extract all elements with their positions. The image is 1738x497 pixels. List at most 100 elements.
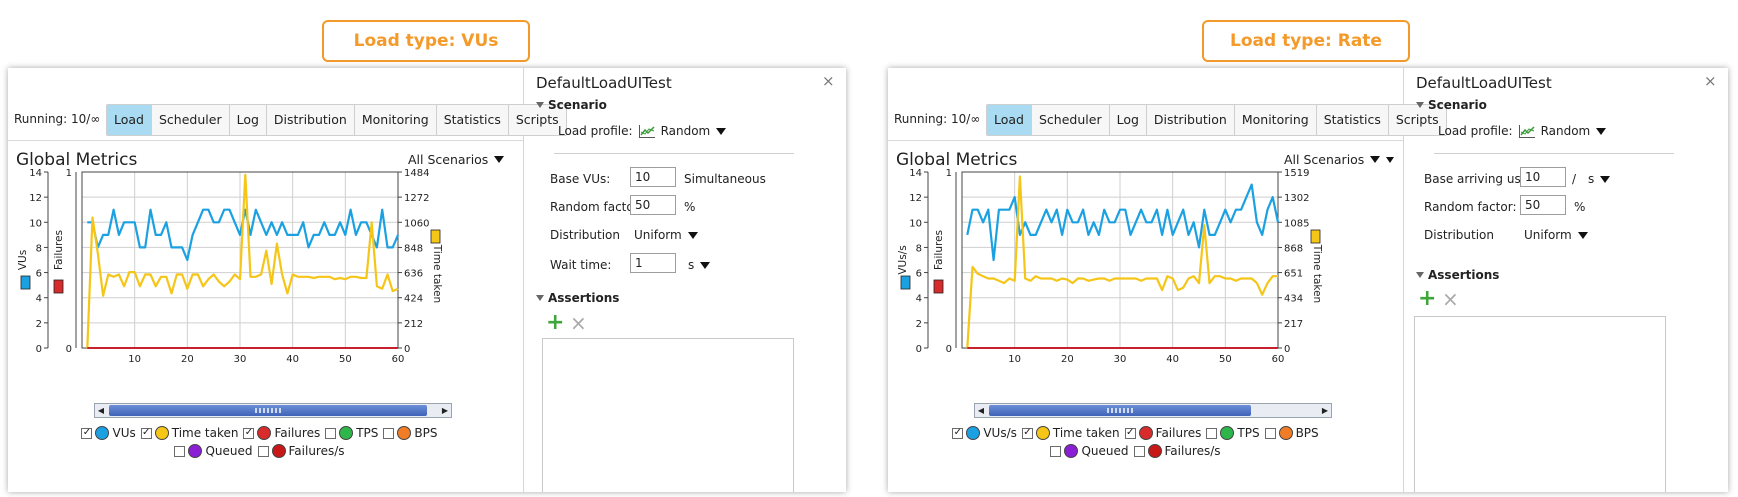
legend-color-dot-icon: [1064, 444, 1079, 458]
all-scenarios-dropdown[interactable]: All Scenarios: [1284, 152, 1395, 167]
divider: [1434, 153, 1674, 154]
distribution-value: Uniform: [1524, 228, 1572, 242]
chevron-down-icon[interactable]: [1596, 127, 1607, 135]
legend-checkbox[interactable]: [1133, 445, 1145, 457]
base-arriving-users-input[interactable]: [1520, 167, 1566, 187]
tab-distribution[interactable]: Distribution: [1146, 105, 1235, 135]
assertions-list[interactable]: [542, 338, 794, 492]
legend-item-failures[interactable]: ✓ Failures: [243, 424, 320, 442]
remove-assertion-icon[interactable]: ×: [570, 311, 587, 335]
legend-checkbox[interactable]: [1206, 427, 1218, 439]
wait-time-unit-dropdown[interactable]: s: [688, 258, 711, 272]
legend-checkbox[interactable]: ✓: [952, 427, 964, 439]
distribution-dropdown[interactable]: Uniform: [634, 228, 698, 242]
rate-unit-dropdown[interactable]: s: [1588, 172, 1611, 186]
legend-label: Failures: [1155, 426, 1202, 440]
random-profile-icon: [1518, 124, 1535, 138]
random-factor-input[interactable]: [1520, 195, 1566, 215]
distribution-dropdown[interactable]: Uniform: [1524, 228, 1588, 242]
remove-assertion-icon[interactable]: ×: [1442, 287, 1459, 311]
random-factor-input[interactable]: [630, 195, 676, 215]
series-line-time-taken: [966, 175, 1278, 349]
scenario-section-header[interactable]: Scenario: [536, 98, 607, 112]
overflow-menu-icon[interactable]: [1386, 156, 1395, 163]
add-assertion-icon[interactable]: +: [546, 310, 565, 335]
load-view: Running: 10/∞ Load Scheduler Log Distrib…: [8, 68, 567, 492]
chevron-down-icon: [1370, 156, 1381, 163]
tab-scheduler[interactable]: Scheduler: [1032, 105, 1110, 135]
legend-item-failures[interactable]: ✓ Failures: [1124, 424, 1202, 442]
scroll-thumb[interactable]: [109, 405, 427, 416]
legend-label: Queued: [1081, 444, 1129, 458]
chevron-down-icon: [1600, 175, 1611, 183]
legend-item-failures-s[interactable]: Failures/s: [257, 442, 345, 460]
x-tick-label: 10: [1008, 354, 1021, 365]
scroll-left-arrow-icon[interactable]: ◀: [97, 406, 105, 415]
legend-item-vus-s[interactable]: ✓ VUs/s: [952, 424, 1017, 442]
legend-label: Time taken: [1052, 426, 1120, 440]
legend-color-dot-icon: [1147, 444, 1162, 458]
tab-scripts[interactable]: Scripts: [1388, 105, 1446, 135]
tab-monitoring[interactable]: Monitoring: [1234, 105, 1317, 135]
x-tick-label: 40: [1166, 354, 1179, 365]
per-separator: /: [1572, 172, 1577, 186]
legend-item-time-taken[interactable]: ✓ Time taken: [1021, 424, 1120, 442]
legend-item-bps[interactable]: BPS: [1264, 424, 1319, 442]
assertions-section-header[interactable]: Assertions: [536, 291, 619, 305]
base-vus-input[interactable]: [630, 167, 676, 187]
tab-scripts[interactable]: Scripts: [508, 105, 566, 135]
tab-log[interactable]: Log: [229, 105, 267, 135]
scroll-right-arrow-icon[interactable]: ▶: [1321, 406, 1329, 415]
random-factor-label: Random factor:: [1424, 200, 1517, 214]
chart-scrollbar[interactable]: ◀ ▶: [94, 403, 452, 418]
y-left-tick-label: 0: [36, 344, 42, 355]
legend-checkbox[interactable]: [325, 427, 337, 439]
load-profile-value[interactable]: Random: [660, 124, 711, 138]
legend-checkbox[interactable]: [1264, 427, 1276, 439]
legend-checkbox[interactable]: [257, 445, 269, 457]
assertions-list[interactable]: [1414, 316, 1666, 492]
legend-checkbox[interactable]: [383, 427, 395, 439]
tab-load[interactable]: Load: [987, 105, 1032, 135]
tab-scheduler[interactable]: Scheduler: [152, 105, 230, 135]
tab-log[interactable]: Log: [1109, 105, 1147, 135]
legend-checkbox[interactable]: ✓: [81, 427, 93, 439]
scroll-thumb[interactable]: [989, 405, 1251, 416]
legend-item-tps[interactable]: TPS: [325, 424, 378, 442]
legend-checkbox[interactable]: ✓: [1021, 427, 1033, 439]
legend-checkbox[interactable]: [174, 445, 186, 457]
legend-checkbox[interactable]: ✓: [1124, 427, 1136, 439]
tab-statistics[interactable]: Statistics: [436, 105, 509, 135]
legend-checkbox[interactable]: ✓: [140, 427, 152, 439]
legend-item-vus[interactable]: ✓ VUs: [81, 424, 136, 442]
legend-item-queued[interactable]: Queued: [174, 442, 253, 460]
scenario-section-header[interactable]: Scenario: [1416, 98, 1487, 112]
legend-color-dot-icon: [339, 426, 354, 440]
y-left-tick-label: 14: [909, 168, 922, 179]
chart-scrollbar[interactable]: ◀ ▶: [974, 403, 1332, 418]
add-assertion-icon[interactable]: +: [1418, 286, 1437, 311]
scroll-right-arrow-icon[interactable]: ▶: [441, 406, 449, 415]
close-icon[interactable]: ×: [1704, 72, 1717, 90]
legend-item-tps[interactable]: TPS: [1206, 424, 1260, 442]
legend-label: BPS: [1295, 426, 1319, 440]
legend-item-failures-s[interactable]: Failures/s: [1133, 442, 1221, 460]
legend-checkbox[interactable]: [1050, 445, 1062, 457]
tab-statistics[interactable]: Statistics: [1316, 105, 1389, 135]
all-scenarios-dropdown[interactable]: All Scenarios: [408, 152, 505, 167]
legend-label: Queued: [205, 444, 253, 458]
tab-distribution[interactable]: Distribution: [266, 105, 355, 135]
scroll-left-arrow-icon[interactable]: ◀: [977, 406, 985, 415]
assertions-section-header[interactable]: Assertions: [1416, 268, 1499, 282]
legend-item-time-taken[interactable]: ✓ Time taken: [140, 424, 238, 442]
tab-load[interactable]: Load: [107, 105, 152, 135]
chevron-down-icon[interactable]: [716, 127, 727, 135]
load-profile-value[interactable]: Random: [1540, 124, 1591, 138]
tab-monitoring[interactable]: Monitoring: [354, 105, 437, 135]
legend-item-queued[interactable]: Queued: [1050, 442, 1129, 460]
close-icon[interactable]: ×: [822, 72, 835, 90]
y-right-tick-label: 0: [404, 344, 410, 355]
wait-time-input[interactable]: [630, 253, 676, 273]
legend-checkbox[interactable]: ✓: [243, 427, 255, 439]
legend-item-bps[interactable]: BPS: [383, 424, 438, 442]
